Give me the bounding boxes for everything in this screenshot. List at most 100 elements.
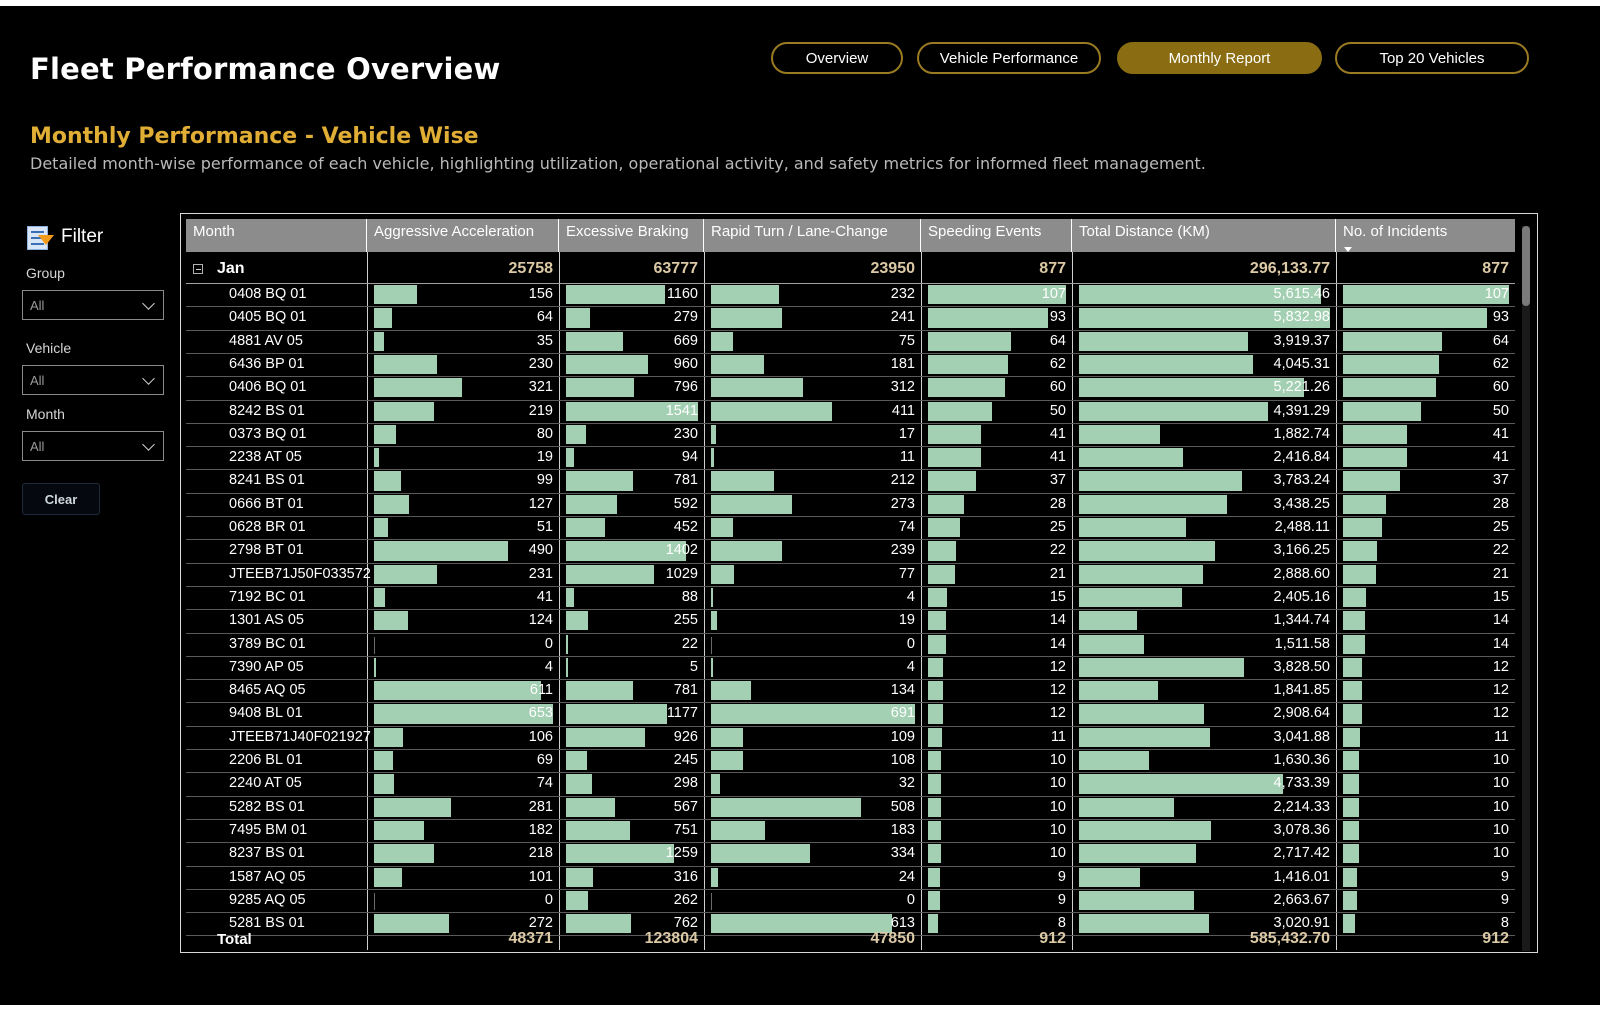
- cell-incidents: 9: [1500, 868, 1509, 885]
- cell-total-distance: 5,221.26: [1273, 379, 1330, 396]
- group-total-aggressive-acceleration: 25758: [508, 260, 554, 277]
- data-bar-incidents: [1343, 494, 1386, 514]
- cell-excessive-braking: 255: [673, 612, 698, 629]
- column-header-excessive-braking[interactable]: Excessive Braking: [559, 219, 704, 252]
- report-canvas: Fleet Performance Overview Overview Vehi…: [0, 6, 1600, 1005]
- cell-incidents: 11: [1493, 728, 1509, 745]
- vehicle-id[interactable]: 7390 AP 05: [229, 658, 304, 675]
- data-bar-speeding-events: [928, 867, 940, 887]
- month-select[interactable]: All: [22, 431, 164, 461]
- data-bar-incidents: [1343, 751, 1359, 771]
- filter-icon: [27, 224, 54, 250]
- data-bar-aggressive-acceleration: [374, 587, 385, 608]
- table-scrollbar-thumb[interactable]: [1522, 226, 1530, 306]
- cell-speeding-events: 10: [1049, 845, 1066, 862]
- data-bar-total-distance: [1079, 890, 1194, 911]
- vehicle-id[interactable]: 8242 BS 01: [229, 402, 305, 419]
- data-bar-rapid-turn: [711, 285, 779, 305]
- cell-speeding-events: 12: [1049, 705, 1066, 722]
- column-header-aggressive-acceleration[interactable]: Aggressive Acceleration: [367, 219, 559, 252]
- vehicle-id[interactable]: 0408 BQ 01: [229, 286, 307, 302]
- data-bar-aggressive-acceleration: [374, 401, 434, 421]
- data-bar-zero: [711, 636, 712, 654]
- data-bar-incidents: [1343, 704, 1362, 724]
- row-divider: [186, 585, 1515, 587]
- vehicle-id[interactable]: 2798 BT 01: [229, 542, 304, 559]
- column-header-total-distance[interactable]: Total Distance (KM): [1072, 219, 1336, 252]
- cell-speeding-events: 9: [1057, 868, 1066, 885]
- data-bar-rapid-turn: [711, 751, 743, 771]
- data-bar-aggressive-acceleration: [374, 727, 403, 747]
- data-bar-incidents: [1343, 611, 1365, 631]
- vehicle-id[interactable]: JTEEB71J50F033572: [229, 565, 371, 582]
- vehicle-id[interactable]: 8465 AQ 05: [229, 682, 306, 699]
- cell-incidents: 21: [1492, 565, 1509, 582]
- cell-rapid-turn: 613: [890, 915, 915, 932]
- column-divider: [921, 252, 922, 950]
- data-bar-incidents: [1343, 448, 1407, 468]
- vehicle-id[interactable]: 7495 BM 01: [229, 821, 308, 838]
- vehicle-id[interactable]: 2240 AT 05: [229, 775, 302, 792]
- column-header-rapid-turn[interactable]: Rapid Turn / Lane-Change: [704, 219, 921, 252]
- column-header-month[interactable]: Month: [186, 219, 367, 252]
- vehicle-id[interactable]: 1301 AS 05: [229, 612, 304, 629]
- cell-incidents: 10: [1492, 752, 1509, 768]
- vehicle-id[interactable]: 0405 BQ 01: [229, 309, 307, 326]
- group-select[interactable]: All: [22, 290, 164, 320]
- collapse-icon[interactable]: [193, 264, 203, 274]
- nav-top-20-vehicles-button[interactable]: Top 20 Vehicles: [1335, 42, 1529, 74]
- cell-speeding-events: 12: [1049, 682, 1066, 699]
- column-header-incidents[interactable]: No. of Incidents: [1343, 223, 1448, 240]
- table-scrollbar-track[interactable]: [1522, 226, 1530, 951]
- vehicle-id[interactable]: 3789 BC 01: [229, 635, 306, 652]
- data-bar-rapid-turn: [711, 844, 810, 864]
- vehicle-id[interactable]: 9285 AQ 05: [229, 891, 306, 908]
- cell-excessive-braking: 1259: [665, 845, 698, 862]
- sort-descending-icon[interactable]: [1344, 247, 1352, 252]
- vehicle-id[interactable]: 0628 BR 01: [229, 519, 306, 535]
- vehicle-id[interactable]: JTEEB71J40F021927: [229, 728, 371, 745]
- vehicle-id[interactable]: 0406 BQ 01: [229, 379, 307, 396]
- cell-incidents: 22: [1492, 542, 1509, 559]
- vehicle-id[interactable]: 6436 BP 01: [229, 355, 305, 372]
- group-total-incidents: 877: [1482, 260, 1509, 277]
- nav-monthly-report-button[interactable]: Monthly Report: [1117, 42, 1322, 74]
- data-bar-rapid-turn: [711, 424, 716, 445]
- cell-incidents: 12: [1492, 705, 1509, 722]
- nav-vehicle-performance-button[interactable]: Vehicle Performance: [917, 42, 1101, 74]
- column-header-speeding-events[interactable]: Speeding Events: [921, 219, 1072, 252]
- vehicle-id[interactable]: 0666 BT 01: [229, 495, 304, 512]
- data-bar-aggressive-acceleration: [374, 308, 392, 328]
- vehicle-id[interactable]: 2206 BL 01: [229, 752, 303, 768]
- vehicle-id[interactable]: 5281 BS 01: [229, 915, 305, 932]
- vehicle-id[interactable]: 5282 BS 01: [229, 798, 305, 815]
- vehicle-id[interactable]: 9408 BL 01: [229, 705, 303, 722]
- chevron-down-icon: [142, 297, 155, 310]
- vehicle-id[interactable]: 2238 AT 05: [229, 449, 302, 466]
- cell-incidents: 28: [1492, 495, 1509, 512]
- data-bar-excessive-braking: [566, 564, 654, 584]
- cell-excessive-braking: 751: [673, 821, 698, 838]
- data-bar-rapid-turn: [711, 727, 743, 747]
- data-bar-speeding-events: [928, 518, 960, 538]
- data-bar-speeding-events: [928, 774, 941, 794]
- clear-filters-button[interactable]: Clear: [22, 483, 100, 515]
- cell-rapid-turn: 239: [890, 542, 915, 559]
- cell-incidents: 10: [1492, 798, 1509, 815]
- section-subtitle: Detailed month-wise performance of each …: [30, 154, 1206, 173]
- data-bar-incidents: [1343, 634, 1365, 654]
- row-divider: [186, 702, 1515, 704]
- vehicle-id[interactable]: 8237 BS 01: [229, 845, 305, 862]
- nav-overview-button[interactable]: Overview: [771, 42, 903, 74]
- data-bar-total-distance: [1079, 448, 1183, 468]
- data-bar-excessive-braking: [566, 657, 568, 678]
- cell-speeding-events: 8: [1057, 915, 1066, 932]
- vehicle-id[interactable]: 1587 AQ 05: [229, 868, 306, 885]
- vehicle-id[interactable]: 0373 BQ 01: [229, 425, 307, 442]
- vehicle-id[interactable]: 7192 BC 01: [229, 588, 306, 605]
- vehicle-id[interactable]: 4881 AV 05: [229, 332, 303, 349]
- cell-total-distance: 1,841.85: [1273, 682, 1330, 699]
- vehicle-id[interactable]: 8241 BS 01: [229, 472, 305, 489]
- row-divider: [186, 679, 1515, 681]
- vehicle-select[interactable]: All: [22, 365, 164, 395]
